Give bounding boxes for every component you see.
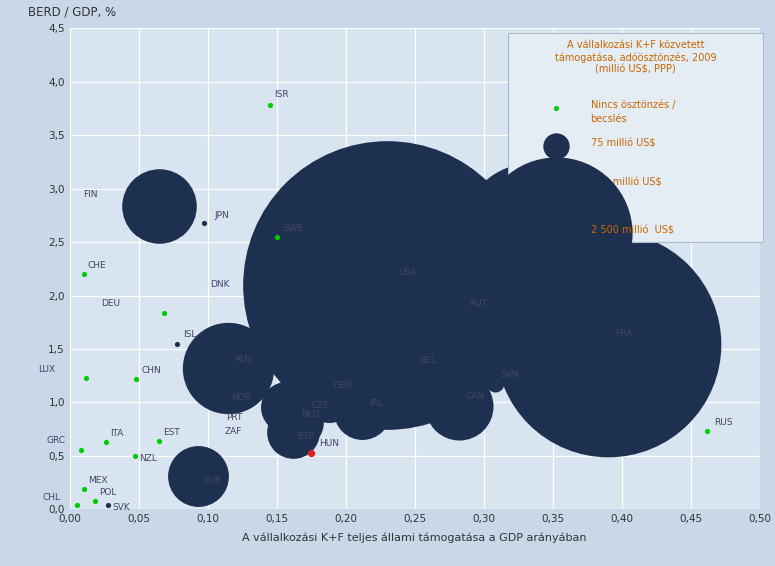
Point [305, 448, 318, 457]
Point [198, 218, 210, 228]
Text: HUN: HUN [319, 439, 339, 448]
Text: PRT: PRT [226, 413, 242, 422]
Text: becslés: becslés [591, 114, 627, 124]
Point [99, 438, 112, 447]
Text: AUS: AUS [236, 355, 253, 364]
Point [129, 375, 142, 384]
Text: RUS: RUS [714, 418, 732, 427]
Point [453, 308, 465, 317]
Point [301, 409, 313, 418]
Text: 2 500 millió  US$: 2 500 millió US$ [591, 225, 673, 235]
Point [525, 229, 538, 238]
Text: SWE: SWE [284, 224, 304, 233]
Point [701, 427, 713, 436]
Text: ZAF: ZAF [224, 427, 242, 436]
Text: KOR: KOR [543, 219, 562, 228]
Text: FRA: FRA [615, 329, 632, 338]
Point [488, 379, 501, 388]
Point [287, 428, 299, 437]
Text: FIN: FIN [84, 190, 98, 199]
Text: EST: EST [164, 428, 181, 437]
Text: 75 millió US$: 75 millió US$ [591, 139, 655, 149]
Text: CHN: CHN [142, 366, 161, 375]
Point [78, 269, 90, 278]
Text: BERD / GDP, %: BERD / GDP, % [29, 6, 116, 19]
Point [74, 445, 87, 454]
Text: CZE: CZE [312, 401, 329, 410]
Point [270, 232, 283, 241]
Point [274, 289, 286, 298]
Point [280, 402, 292, 411]
Point [71, 500, 83, 509]
Text: TUR: TUR [204, 476, 222, 485]
Text: BEL: BEL [418, 356, 436, 365]
Point [192, 471, 205, 481]
Point [405, 365, 418, 374]
Text: CHL: CHL [42, 493, 60, 502]
Text: LUX: LUX [38, 365, 55, 374]
Text: GBR: GBR [333, 381, 353, 389]
Point [356, 406, 368, 415]
Text: MEX: MEX [88, 476, 107, 485]
Text: AUT: AUT [470, 299, 487, 308]
Point [102, 500, 115, 509]
Text: 250 millió US$: 250 millió US$ [591, 177, 661, 187]
Point [171, 339, 184, 348]
Point [153, 201, 166, 211]
Point [381, 280, 393, 289]
Point [274, 435, 286, 444]
Point [80, 374, 92, 383]
Text: GRC: GRC [46, 436, 65, 445]
Text: A vállalkozási K+F közvetett
támogatása, adóösztönzés, 2009
(millió US$, PPP): A vállalkozási K+F közvetett támogatása,… [555, 40, 716, 74]
FancyBboxPatch shape [508, 33, 763, 242]
Text: NOR: NOR [231, 393, 251, 402]
Point [88, 496, 101, 505]
Point [157, 308, 170, 317]
Text: CHE: CHE [88, 261, 106, 270]
Text: IRL: IRL [369, 399, 383, 408]
Text: SVN: SVN [500, 370, 518, 379]
Text: POL: POL [98, 487, 116, 496]
Point [264, 101, 276, 110]
Point [601, 339, 614, 348]
Text: DNK: DNK [211, 280, 230, 289]
Text: CAN: CAN [466, 392, 485, 401]
Point [222, 364, 235, 373]
Text: ITA: ITA [110, 429, 123, 438]
Text: SVK: SVK [112, 503, 130, 512]
Point [78, 484, 90, 494]
Point [453, 401, 465, 410]
Point [274, 422, 287, 431]
Point [129, 452, 141, 461]
Text: USA: USA [398, 268, 417, 277]
Text: JPN: JPN [215, 211, 229, 220]
Point [323, 389, 336, 398]
Text: NLD: NLD [301, 410, 320, 418]
Text: DEU: DEU [102, 299, 120, 308]
Text: ESP: ESP [298, 432, 314, 441]
Text: ISR: ISR [274, 90, 288, 99]
Point [291, 417, 304, 426]
Text: ISL: ISL [183, 331, 196, 340]
Point [153, 436, 166, 445]
Text: Nincs ösztönzés /: Nincs ösztönzés / [591, 100, 675, 110]
X-axis label: A vállalkozási K+F teljes állami támogatása a GDP arányában: A vállalkozási K+F teljes állami támogat… [243, 533, 587, 543]
Text: NZL: NZL [139, 454, 157, 464]
